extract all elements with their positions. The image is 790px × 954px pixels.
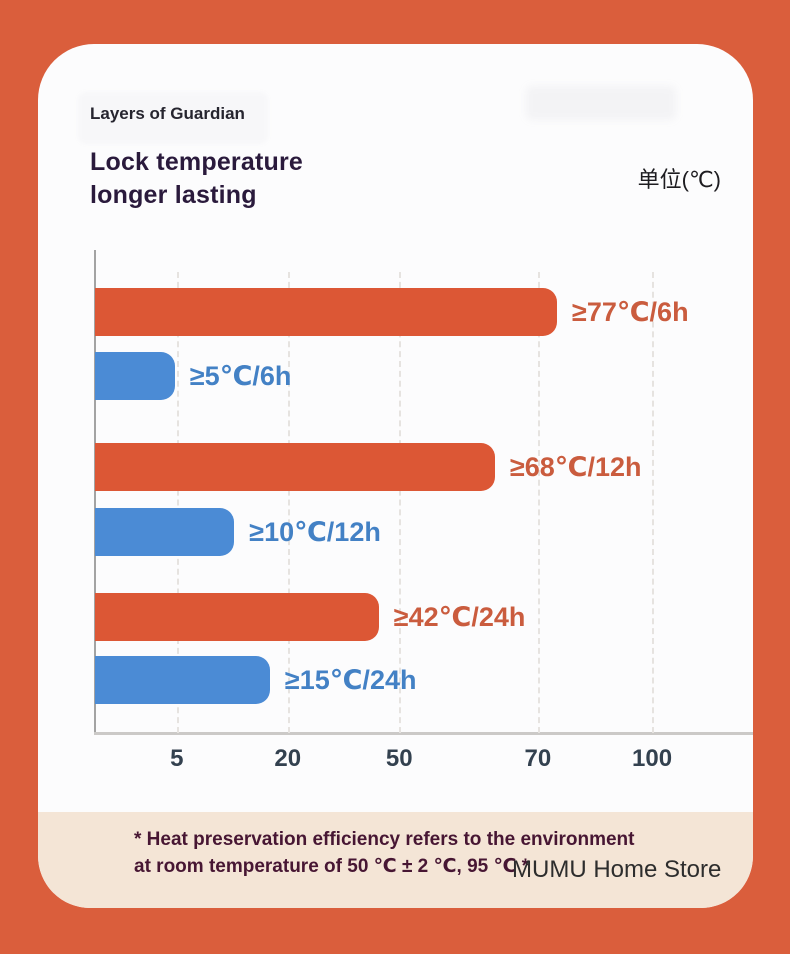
title-line-1: Lock temperature: [90, 148, 303, 176]
store-watermark: MUMU Home Store: [512, 856, 722, 883]
footnote-line-2: at room temperature of 50 ℃ ± 2 ℃, 95 ℃ …: [134, 855, 530, 877]
x-tick-label: 50: [385, 745, 413, 772]
gridline: [537, 272, 540, 733]
bar-value-label: ≥68℃/12h: [509, 451, 642, 482]
bar-value-label: ≥42℃/24h: [393, 601, 526, 632]
bar: [95, 593, 379, 641]
bar: [95, 656, 270, 704]
x-tick-label: 70: [524, 745, 552, 772]
content-card: Layers of Guardian Lock temperature longe…: [38, 44, 753, 908]
x-tick-label: 5: [170, 745, 184, 772]
bar-row: ≥77℃/6h: [95, 288, 753, 336]
bar-value-label: ≥10℃/12h: [249, 516, 381, 547]
gridline: [399, 272, 402, 733]
faded-watermark-remnant: [526, 86, 676, 120]
title-line-2: longer lasting: [90, 180, 257, 209]
bar-row: ≥68℃/12h: [95, 443, 753, 491]
y-axis-line: [94, 250, 96, 733]
bar-value-label: ≥15℃/24h: [284, 664, 417, 695]
bar-value-label: ≥5℃/6h: [189, 360, 292, 391]
x-axis-line: [94, 732, 753, 735]
gridline: [652, 272, 655, 733]
bar: [95, 443, 495, 491]
page-title: Lock temperature longer lasting: [90, 146, 303, 211]
bar-value-label: ≥77℃/6h: [572, 296, 689, 327]
bar-row: ≥42℃/24h: [95, 593, 753, 641]
bar: [95, 508, 235, 556]
bar: [95, 288, 557, 336]
x-axis-tick-labels: 5 20 50 70 100: [95, 745, 753, 775]
unit-label: 单位(℃): [637, 167, 721, 192]
footnote-strip: * Heat preservation efficiency refers to…: [38, 812, 753, 908]
bar-row: ≥10℃/12h: [95, 508, 753, 556]
gridline: [287, 272, 290, 733]
bar-row: ≥5℃/6h: [95, 352, 753, 400]
x-tick-label: 100: [632, 745, 673, 772]
bar-chart: ≥77℃/6h ≥5℃/6h ≥68℃/12h ≥10℃/12h ≥42℃/24h ≥15…: [94, 250, 753, 772]
bar: [95, 352, 175, 400]
x-tick-label: 20: [274, 745, 302, 772]
footnote-line-1: * Heat preservation efficiency refers to…: [134, 829, 635, 850]
gridline: [176, 272, 179, 733]
plot-area: ≥77℃/6h ≥5℃/6h ≥68℃/12h ≥10℃/12h ≥42℃/24h ≥15…: [94, 250, 753, 735]
eyebrow-label: Layers of Guardian: [90, 104, 245, 123]
bar-row: ≥15℃/24h: [95, 656, 753, 704]
